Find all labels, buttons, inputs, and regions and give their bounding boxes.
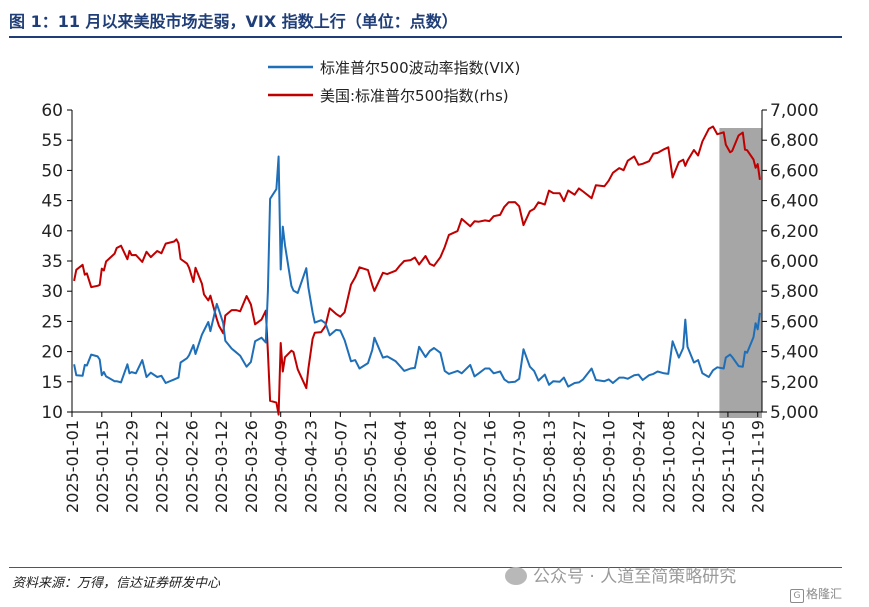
right-tick-label: 7,000 (770, 101, 819, 121)
source-note: 资料来源：万得，信达证券研发中心 (12, 576, 221, 591)
left-tick-label: 25 (41, 312, 63, 332)
right-tick-label: 5,600 (770, 312, 819, 332)
x-tick-label: 2025-09-24 (629, 420, 648, 513)
legend: 标准普尔500波动率指数(VIX) 美国:标准普尔500指数(rhs) (268, 59, 520, 105)
right-tick-label: 6,600 (770, 161, 819, 181)
watermark-wechat: 公众号 · 人道至简策略研究 (505, 562, 736, 587)
left-tick-label: 30 (41, 282, 63, 302)
source-divider (9, 567, 842, 568)
x-tick-label: 2025-02-26 (182, 420, 201, 513)
left-tick-label: 50 (41, 161, 63, 181)
right-tick-label: 6,200 (770, 222, 819, 242)
x-tick-label: 2025-01-15 (93, 420, 112, 513)
left-tick-label: 35 (41, 252, 63, 272)
wechat-icon (505, 567, 527, 585)
watermark-text: 公众号 · 人道至简策略研究 (533, 567, 737, 587)
x-tick-label: 2025-07-02 (451, 420, 470, 513)
right-tick-label: 5,800 (770, 282, 819, 302)
series-line-vix (73, 155, 761, 388)
x-tick-label: 2025-04-23 (302, 420, 321, 513)
left-tick-label: 45 (41, 192, 63, 212)
right-y-ticks: 5,000 5,200 5,400 5,600 5,800 6,000 6,200 6,400… (762, 101, 819, 423)
left-tick-label: 40 (41, 222, 63, 242)
right-tick-label: 5,000 (770, 403, 819, 423)
x-tick-label: 2025-09-10 (600, 420, 619, 513)
legend-label-vix: 标准普尔500波动率指数(VIX) (320, 59, 520, 77)
right-tick-label: 6,000 (770, 252, 819, 272)
title-divider (9, 36, 842, 38)
series-line-sp500 (73, 125, 761, 416)
x-tick-label: 2025-05-21 (361, 420, 380, 513)
x-tick-label: 2025-07-16 (480, 420, 499, 513)
x-ticks: 2025-01-01 2025-01-15 2025-01-29 2025-02-12… (63, 412, 768, 513)
right-tick-label: 5,200 (770, 373, 819, 393)
shaded-region (719, 128, 762, 418)
x-tick-label: 2025-06-04 (391, 420, 410, 513)
x-tick-label: 2025-05-07 (331, 420, 350, 513)
left-tick-label: 20 (41, 343, 63, 363)
x-tick-label: 2025-11-19 (749, 420, 768, 513)
x-tick-label: 2025-11-05 (719, 420, 738, 513)
left-tick-label: 15 (41, 373, 63, 393)
x-tick-label: 2025-10-08 (659, 420, 678, 513)
x-tick-label: 2025-08-27 (570, 420, 589, 513)
watermark2-text: 格隆汇 (806, 587, 843, 601)
x-tick-label: 2025-08-13 (540, 420, 559, 513)
chart-title: 图 1：11 月以来美股市场走弱，VIX 指数上行（单位：点数） (9, 12, 458, 31)
left-tick-label: 10 (41, 403, 63, 423)
watermark-gelonghui: G 格隆汇 (790, 585, 842, 603)
right-tick-label: 6,800 (770, 131, 819, 151)
left-tick-label: 60 (41, 101, 63, 121)
x-tick-label: 2025-03-12 (212, 420, 231, 513)
x-tick-label: 2025-01-29 (123, 420, 142, 513)
right-tick-label: 5,400 (770, 343, 819, 363)
x-tick-label: 2025-07-30 (510, 420, 529, 513)
x-tick-label: 2025-01-01 (63, 420, 82, 513)
left-y-ticks: 10 15 20 25 30 35 40 45 50 55 60 (41, 101, 72, 423)
legend-label-sp500: 美国:标准普尔500指数(rhs) (320, 87, 509, 105)
x-tick-label: 2025-04-09 (272, 420, 291, 513)
gelonghui-logo-icon: G (790, 589, 804, 603)
x-tick-label: 2025-06-18 (421, 420, 440, 513)
x-tick-label: 2025-10-22 (689, 420, 708, 513)
right-tick-label: 6,400 (770, 192, 819, 212)
x-tick-label: 2025-03-26 (242, 420, 261, 513)
x-tick-label: 2025-02-12 (152, 420, 171, 513)
left-tick-label: 55 (41, 131, 63, 151)
